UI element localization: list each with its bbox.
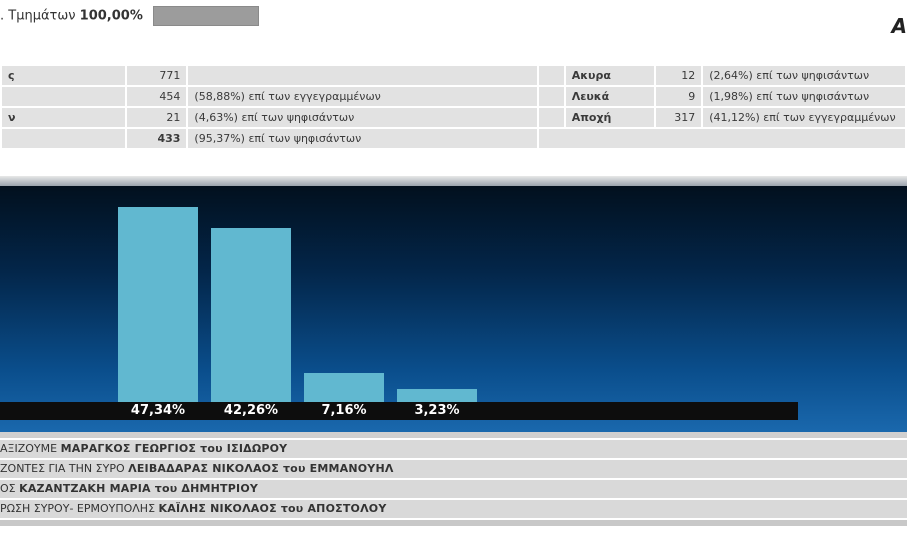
candidate-name: ΜΑΡΑΓΚΟΣ ΓΕΩΡΓΙΟΣ του ΙΣΙΔΩΡΟΥ bbox=[60, 442, 288, 455]
stats-divider bbox=[538, 66, 564, 85]
stats-row: 433 (95,37%) επί των ψηφισάντων bbox=[2, 129, 905, 148]
stat-value: 433 bbox=[126, 129, 187, 148]
stats-divider bbox=[538, 108, 564, 127]
stat-label: ν bbox=[2, 108, 125, 127]
candidate-party: ΡΩΣΗ ΣΥΡΟΥ- ΕΡΜΟΥΠΟΛΗΣ bbox=[0, 502, 159, 515]
candidate-name: ΚΑΪΛΗΣ ΝΙΚΟΛΑΟΣ του ΑΠΟΣΤΟΛΟΥ bbox=[158, 502, 387, 515]
sections-progress-bar bbox=[153, 6, 260, 26]
stat-label bbox=[2, 87, 125, 106]
candidate-party: ΟΣ bbox=[0, 482, 20, 495]
chart-baseline bbox=[0, 402, 798, 420]
candidate-row[interactable]: ΖΟΝΤΕΣ ΓΙΑ ΤΗΝ ΣΥΡΟ ΛΕΙΒΑΔΑΡΑΣ ΝΙΚΟΛΑΟΣ … bbox=[0, 460, 907, 480]
candidate-name: ΛΕΙΒΑΔΑΡΑΣ ΝΙΚΟΛΑΟΣ του ΕΜΜΑΝΟΥΗΛ bbox=[128, 462, 394, 475]
chart-bar bbox=[118, 207, 198, 402]
sections-counted-line: . Τμημάτων 100,00% bbox=[0, 6, 260, 26]
sections-prefix: . Τμημάτων bbox=[0, 8, 76, 24]
candidate-party: ΑΞΙΖΟΥΜΕ bbox=[0, 442, 61, 455]
stat-description-right: (2,64%) επί των ψηφισάντων bbox=[703, 66, 905, 85]
chart-bottom-strip bbox=[0, 432, 907, 438]
stat-value-right: 317 bbox=[656, 108, 702, 127]
results-bar-chart: 47,34% 42,26% 7,16% 3,23% bbox=[0, 186, 907, 432]
stat-description-right: (41,12%) επί των εγγεγραμμένων bbox=[703, 108, 905, 127]
candidate-name: ΚΑΖΑΝΤΖΑΚΗ ΜΑΡΙΑ του ΔΗΜΗΤΡΙΟΥ bbox=[19, 482, 259, 495]
stats-row: 454 (58,88%) επί των εγγεγραμμένων Λευκά… bbox=[2, 87, 905, 106]
stat-label: ς bbox=[2, 66, 125, 85]
stat-description: (95,37%) επί των ψηφισάντων bbox=[188, 129, 537, 148]
candidate-list: ΑΞΙΖΟΥΜΕ ΜΑΡΑΓΚΟΣ ΓΕΩΡΓΙΟΣ του ΙΣΙΔΩΡΟΥ … bbox=[0, 440, 907, 526]
stat-value: 454 bbox=[126, 87, 187, 106]
stats-empty-cell bbox=[538, 129, 905, 148]
chart-value-label: 3,23% bbox=[414, 403, 460, 418]
stat-label-right: Αποχή bbox=[565, 108, 655, 127]
stats-divider bbox=[538, 87, 564, 106]
stat-value-right: 12 bbox=[656, 66, 702, 85]
candidate-party: ΖΟΝΤΕΣ ΓΙΑ ΤΗΝ ΣΥΡΟ bbox=[0, 462, 129, 475]
chart-bar bbox=[397, 389, 477, 402]
chart-value-label: 7,16% bbox=[321, 403, 367, 418]
stat-value: 771 bbox=[126, 66, 187, 85]
stats-row: ς 771 Ακυρα 12 (2,64%) επί των ψηφισάντω… bbox=[2, 66, 905, 85]
chart-top-shadow bbox=[0, 176, 907, 186]
chart-bar bbox=[211, 228, 291, 402]
stat-value-right: 9 bbox=[656, 87, 702, 106]
candidate-row[interactable]: ΟΣ ΚΑΖΑΝΤΖΑΚΗ ΜΑΡΙΑ του ΔΗΜΗΤΡΙΟΥ bbox=[0, 480, 907, 500]
candidate-row[interactable]: ΡΩΣΗ ΣΥΡΟΥ- ΕΡΜΟΥΠΟΛΗΣ ΚΑΪΛΗΣ ΝΙΚΟΛΑΟΣ τ… bbox=[0, 500, 907, 520]
stat-label-right: Ακυρα bbox=[565, 66, 655, 85]
stat-label-right: Λευκά bbox=[565, 87, 655, 106]
chart-value-label: 42,26% bbox=[223, 403, 279, 418]
corner-heading-letter: Α bbox=[891, 14, 907, 38]
stat-description bbox=[188, 66, 537, 85]
stat-description: (58,88%) επί των εγγεγραμμένων bbox=[188, 87, 537, 106]
chart-bar bbox=[304, 373, 384, 402]
candidate-row[interactable]: ΑΞΙΖΟΥΜΕ ΜΑΡΑΓΚΟΣ ΓΕΩΡΓΙΟΣ του ΙΣΙΔΩΡΟΥ bbox=[0, 440, 907, 460]
vote-stats-table: ς 771 Ακυρα 12 (2,64%) επί των ψηφισάντω… bbox=[0, 64, 907, 150]
sections-percentage: 100,00% bbox=[79, 8, 143, 24]
stats-row: ν 21 (4,63%) επί των ψηφισάντων Αποχή 31… bbox=[2, 108, 905, 127]
stat-description: (4,63%) επί των ψηφισάντων bbox=[188, 108, 537, 127]
stat-description-right: (1,98%) επί των ψηφισάντων bbox=[703, 87, 905, 106]
candidate-list-footer bbox=[0, 520, 907, 526]
stat-label bbox=[2, 129, 125, 148]
stat-value: 21 bbox=[126, 108, 187, 127]
chart-value-label: 47,34% bbox=[130, 403, 186, 418]
